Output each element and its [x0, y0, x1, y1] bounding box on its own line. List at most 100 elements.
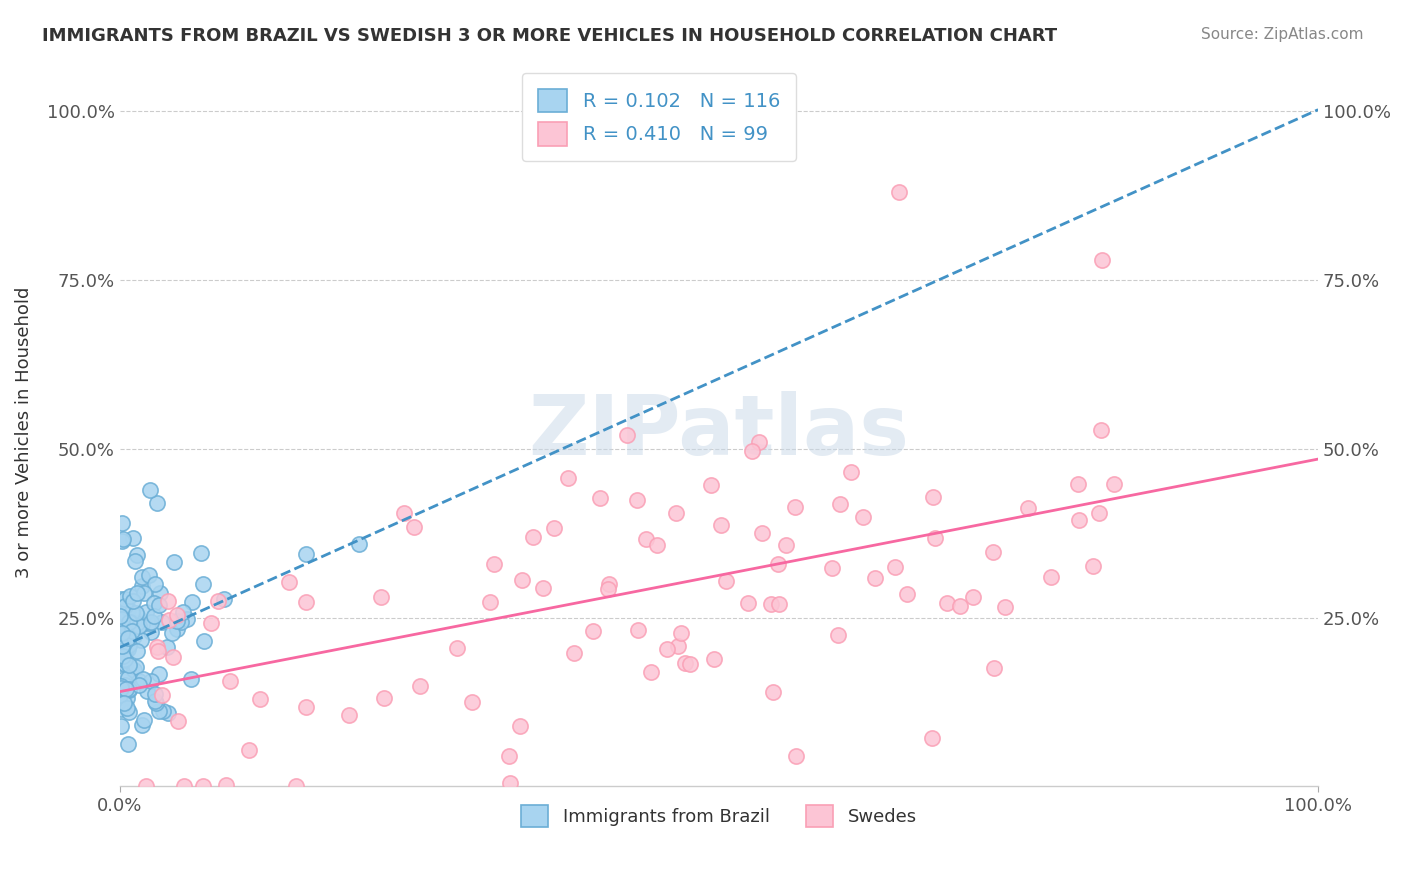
Point	[122, 531, 145, 545]
Point	[737, 596, 759, 610]
Point	[1040, 570, 1063, 584]
Point	[132, 586, 155, 600]
Point	[655, 641, 678, 656]
Point	[111, 626, 134, 640]
Point	[111, 629, 134, 643]
Point	[295, 700, 318, 714]
Point	[294, 547, 316, 561]
Point	[785, 748, 807, 763]
Point	[666, 639, 689, 653]
Point	[176, 611, 198, 625]
Point	[138, 616, 160, 631]
Point	[115, 681, 138, 696]
Point	[138, 567, 160, 582]
Point	[110, 679, 132, 693]
Point	[111, 621, 134, 635]
Point	[114, 592, 136, 607]
Point	[402, 520, 425, 534]
Point	[110, 612, 132, 626]
Point	[131, 615, 153, 630]
Point	[207, 594, 229, 608]
Point	[626, 492, 648, 507]
Point	[121, 624, 143, 638]
Point	[461, 695, 484, 709]
Point	[145, 496, 167, 510]
Point	[640, 665, 662, 679]
Point	[762, 684, 785, 698]
Point	[1081, 559, 1104, 574]
Point	[249, 692, 271, 706]
Point	[166, 614, 188, 628]
Point	[193, 633, 215, 648]
Point	[983, 661, 1005, 675]
Point	[125, 586, 148, 600]
Point	[143, 577, 166, 591]
Text: ZIPatlas: ZIPatlas	[529, 392, 910, 473]
Point	[700, 478, 723, 492]
Point	[148, 667, 170, 681]
Point	[775, 538, 797, 552]
Point	[295, 595, 318, 609]
Point	[121, 605, 143, 619]
Point	[112, 639, 135, 653]
Point	[190, 546, 212, 560]
Point	[349, 536, 371, 550]
Point	[115, 691, 138, 706]
Point	[166, 607, 188, 622]
Point	[112, 652, 135, 666]
Point	[741, 444, 763, 458]
Point	[118, 705, 141, 719]
Point	[115, 701, 138, 715]
Point	[131, 579, 153, 593]
Point	[589, 491, 612, 505]
Point	[124, 629, 146, 643]
Point	[118, 681, 141, 696]
Point	[111, 532, 134, 546]
Point	[152, 705, 174, 719]
Point	[125, 607, 148, 621]
Point	[716, 574, 738, 589]
Point	[111, 516, 134, 531]
Point	[768, 598, 790, 612]
Point	[111, 639, 134, 653]
Point	[131, 617, 153, 632]
Point	[394, 506, 416, 520]
Point	[669, 626, 692, 640]
Legend: Immigrants from Brazil, Swedes: Immigrants from Brazil, Swedes	[515, 797, 924, 834]
Point	[479, 595, 502, 609]
Point	[180, 673, 202, 687]
Point	[138, 483, 160, 497]
Point	[783, 500, 806, 515]
Point	[238, 743, 260, 757]
Point	[936, 596, 959, 610]
Point	[146, 640, 169, 655]
Point	[665, 506, 688, 520]
Point	[896, 587, 918, 601]
Point	[117, 624, 139, 639]
Point	[215, 778, 238, 792]
Point	[127, 549, 149, 563]
Point	[1069, 513, 1091, 527]
Point	[748, 435, 770, 450]
Point	[127, 644, 149, 658]
Point	[284, 780, 307, 794]
Point	[1091, 252, 1114, 267]
Point	[117, 602, 139, 616]
Point	[921, 731, 943, 745]
Point	[114, 657, 136, 671]
Point	[564, 138, 586, 153]
Point	[924, 532, 946, 546]
Point	[1090, 423, 1112, 437]
Point	[149, 586, 172, 600]
Point	[531, 581, 554, 595]
Point	[108, 688, 131, 702]
Point	[114, 599, 136, 613]
Point	[647, 538, 669, 552]
Point	[887, 186, 910, 200]
Point	[1088, 506, 1111, 520]
Point	[148, 704, 170, 718]
Point	[125, 615, 148, 630]
Point	[127, 610, 149, 624]
Point	[114, 653, 136, 667]
Point	[143, 693, 166, 707]
